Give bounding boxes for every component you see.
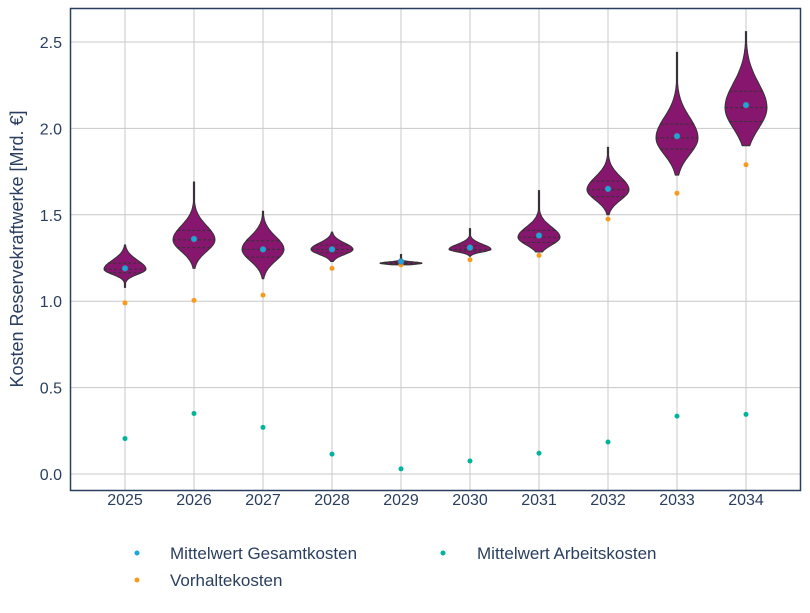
y-tick-label: 1.5 (40, 208, 62, 225)
violin-body (517, 190, 561, 253)
legend-item-mittelwert-gesamtkosten[interactable]: Mittelwert Gesamtkosten (134, 544, 358, 563)
y-axis-label: Kosten Reservekraftwerke [Mrd. €] (7, 110, 27, 387)
point-mittelwert-arbeitskosten (536, 450, 542, 456)
y-axis-ticks: 0.0 0.5 1.0 1.5 2.0 2.5 (40, 35, 62, 484)
point-mittelwert-gesamtkosten (328, 246, 336, 253)
violin-2031 (517, 190, 561, 253)
legend-item-mittelwert-arbeitskosten[interactable]: Mittelwert Arbeitskosten (440, 544, 657, 563)
x-tick-label: 2031 (521, 492, 557, 509)
point-mittelwert-gesamtkosten (673, 132, 681, 140)
point-mittelwert-arbeitskosten (191, 411, 197, 417)
point-vorhaltekosten (536, 252, 542, 258)
point-mittelwert-arbeitskosten (605, 439, 611, 445)
violin-2026 (172, 181, 216, 269)
x-tick-label: 2033 (659, 492, 695, 509)
y-tick-label: 0.5 (40, 381, 62, 398)
y-tick-label: 2.0 (40, 121, 62, 138)
point-mittelwert-gesamtkosten (259, 246, 267, 253)
point-mittelwert-gesamtkosten (742, 101, 750, 109)
legend: Mittelwert Gesamtkosten Vorhaltekosten M… (134, 544, 657, 590)
point-vorhaltekosten (191, 297, 197, 303)
point-mittelwert-arbeitskosten (122, 436, 128, 442)
x-tick-label: 2030 (452, 492, 488, 509)
legend-label: Vorhaltekosten (170, 571, 282, 590)
point-mittelwert-arbeitskosten (329, 451, 335, 457)
points (121, 101, 750, 472)
violin-body (448, 228, 492, 257)
point-mittelwert-gesamtkosten (397, 258, 405, 265)
point-vorhaltekosten (743, 162, 749, 168)
point-mittelwert-arbeitskosten (674, 413, 680, 419)
violins (103, 31, 768, 288)
point-vorhaltekosten (674, 190, 680, 196)
violin-body (724, 31, 768, 147)
x-tick-label: 2028 (314, 492, 350, 509)
y-tick-label: 2.5 (40, 35, 62, 52)
violin-2030 (448, 228, 492, 257)
violin-2032 (586, 146, 630, 216)
point-mittelwert-arbeitskosten (467, 458, 473, 464)
point-vorhaltekosten (122, 300, 128, 306)
y-tick-label: 1.0 (40, 294, 62, 311)
point-mittelwert-gesamtkosten (121, 265, 129, 272)
x-tick-label: 2034 (728, 492, 764, 509)
x-tick-label: 2026 (176, 492, 212, 509)
x-tick-label: 2029 (383, 492, 419, 509)
violin-body (241, 210, 285, 280)
point-vorhaltekosten (467, 257, 473, 263)
x-axis-ticks: 2025 2026 2027 2028 2029 2030 2031 2032 2033 2034 (107, 492, 764, 509)
legend-item-vorhaltekosten[interactable]: Vorhaltekosten (134, 571, 283, 590)
point-mittelwert-gesamtkosten (535, 232, 543, 239)
point-mittelwert-arbeitskosten (260, 424, 266, 430)
violin-2033 (655, 51, 699, 176)
plot-frame (69, 7, 802, 492)
point-mittelwert-gesamtkosten (190, 235, 198, 243)
point-vorhaltekosten (260, 292, 266, 298)
x-tick-label: 2025 (107, 492, 143, 509)
point-mittelwert-gesamtkosten (604, 185, 612, 193)
legend-marker (134, 550, 140, 556)
x-tick-label: 2027 (245, 492, 281, 509)
point-mittelwert-arbeitskosten (398, 466, 404, 472)
violin-2034 (724, 31, 768, 147)
legend-marker (440, 550, 446, 556)
point-vorhaltekosten (329, 265, 335, 271)
x-tick-label: 2032 (590, 492, 626, 509)
point-mittelwert-arbeitskosten (743, 411, 749, 417)
violin-body (172, 181, 216, 269)
point-mittelwert-gesamtkosten (466, 244, 474, 251)
violin-2027 (241, 210, 285, 280)
legend-label: Mittelwert Gesamtkosten (170, 544, 357, 563)
y-tick-label: 0.0 (40, 467, 62, 484)
legend-label: Mittelwert Arbeitskosten (477, 544, 657, 563)
violin-body (655, 51, 699, 176)
point-vorhaltekosten (605, 216, 611, 222)
legend-marker (134, 577, 140, 583)
